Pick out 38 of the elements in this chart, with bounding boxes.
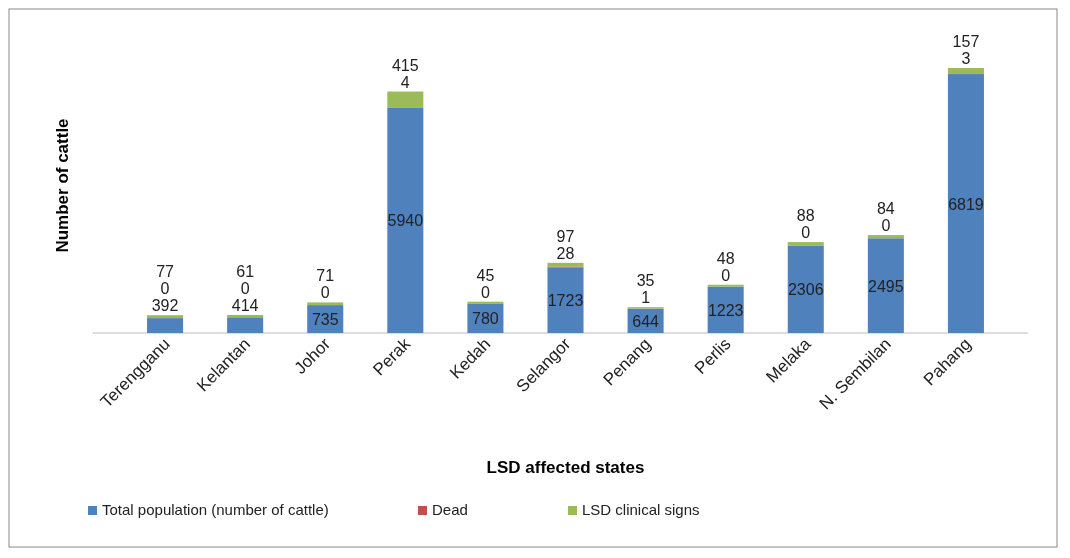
data-label: 0	[480, 283, 490, 301]
legend-label: Dead	[432, 501, 468, 518]
data-label: 97	[556, 227, 575, 245]
data-label: 6819	[948, 195, 984, 213]
data-label: 157	[952, 33, 980, 50]
data-label: 5940	[387, 212, 424, 230]
data-label: 0	[801, 224, 811, 242]
data-label: 77	[156, 263, 175, 281]
data-label: 3	[961, 50, 971, 67]
data-label: 735	[311, 311, 339, 329]
data-label: 392	[151, 297, 179, 315]
data-label: 1723	[547, 292, 584, 310]
data-label: 1223	[707, 301, 744, 319]
data-label: 0	[881, 217, 891, 235]
legend-label: LSD clinical signs	[582, 501, 700, 518]
data-label: 0	[721, 266, 731, 284]
data-label: 35	[636, 272, 655, 290]
data-label: 0	[160, 280, 170, 298]
data-label: 84	[876, 200, 895, 218]
x-axis-title: LSD affected states	[486, 458, 645, 477]
data-label: 4	[400, 73, 410, 91]
data-label: 780	[472, 310, 499, 328]
data-label: 0	[320, 284, 330, 302]
data-label: 28	[556, 244, 575, 262]
data-label: 644	[632, 312, 660, 330]
data-label: 1	[641, 289, 651, 307]
data-label: 88	[796, 207, 815, 225]
data-label: 414	[231, 296, 259, 314]
data-label: 415	[391, 56, 419, 74]
data-label: 2306	[787, 281, 824, 299]
data-label: 48	[716, 249, 735, 267]
data-label: 45	[476, 266, 495, 284]
data-label: 2495	[868, 277, 904, 295]
legend-label: Total population (number of cattle)	[102, 501, 329, 518]
data-label: 71	[316, 267, 335, 285]
data-label: 0	[240, 279, 250, 297]
y-axis-title: Number of cattle	[53, 118, 72, 253]
data-label: 61	[236, 262, 255, 280]
